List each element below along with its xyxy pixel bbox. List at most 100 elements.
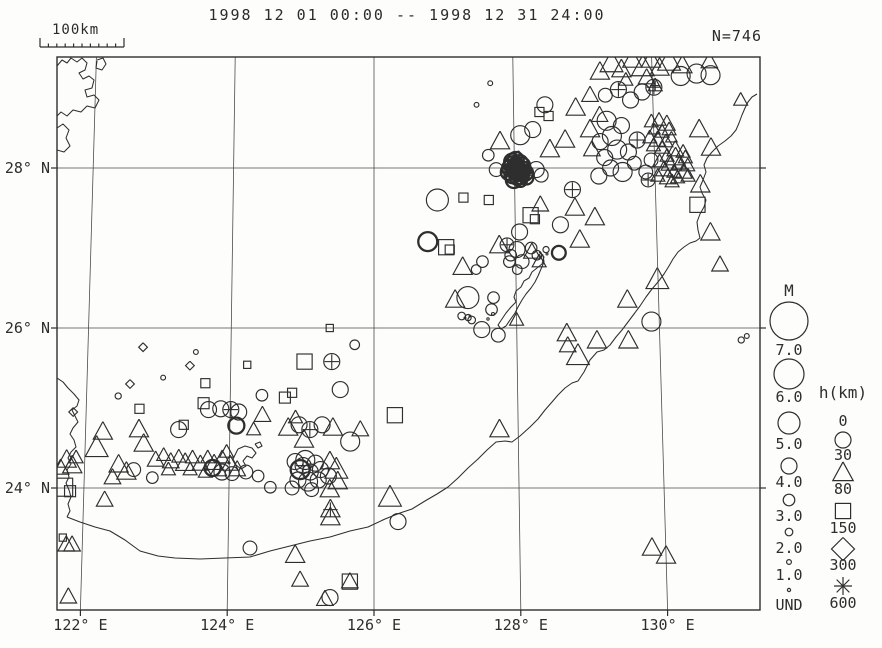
event-circle <box>590 167 608 185</box>
event-circle <box>476 255 489 268</box>
magnitude-legend-circle <box>773 358 805 390</box>
event-square <box>543 110 554 122</box>
event-square <box>438 239 455 256</box>
lon-label: 124° E <box>200 616 254 634</box>
event-triangle <box>84 435 110 458</box>
event-triangle <box>669 169 686 184</box>
event-square <box>243 360 252 369</box>
event-circle <box>284 480 300 496</box>
event-circle <box>160 374 167 381</box>
event-triangle <box>658 168 677 185</box>
event-square <box>325 323 334 333</box>
event-triangle <box>95 490 114 507</box>
event-circle <box>227 416 246 435</box>
event-circle <box>481 148 495 162</box>
event-triangle <box>671 156 688 170</box>
event-circle <box>510 223 529 241</box>
event-triangle <box>245 421 262 436</box>
event-diamond <box>137 342 149 353</box>
event-triangle <box>664 146 687 166</box>
event-cross-mark <box>295 458 311 473</box>
magnitude-legend-label: 6.0 <box>775 388 802 406</box>
event-circle <box>456 286 480 310</box>
event-triangle <box>522 242 542 259</box>
event-triangle <box>664 131 679 143</box>
event-triangle <box>287 409 304 424</box>
event-triangle <box>253 405 272 422</box>
event-triangle <box>155 447 172 461</box>
event-circle <box>349 339 361 351</box>
event-circle <box>551 216 569 234</box>
event-triangle <box>657 114 677 131</box>
event-circle <box>251 469 265 483</box>
event-triangle <box>582 140 602 157</box>
event-triangle <box>680 168 696 182</box>
magnitude-legend-label: UND <box>775 596 802 614</box>
event-cross-mark <box>302 422 318 437</box>
islet <box>545 252 549 256</box>
depth-legend-label: 80 <box>834 480 852 498</box>
map-frame <box>56 56 761 611</box>
event-triangle <box>315 589 335 606</box>
event-triangle <box>327 470 349 490</box>
event-circle <box>591 133 609 151</box>
event-circle <box>389 513 407 531</box>
magnitude-legend-circle <box>780 457 798 475</box>
event-circle <box>563 181 581 199</box>
event-triangle <box>616 289 638 308</box>
event-circle <box>643 152 659 168</box>
event-triangle <box>565 97 587 116</box>
event-triangle <box>489 130 511 150</box>
event-circle <box>626 155 642 171</box>
event-circle <box>700 65 721 86</box>
event-circle <box>596 149 614 167</box>
event-circle <box>621 91 640 109</box>
event-triangle <box>214 449 231 464</box>
lat-label: 28° N <box>5 159 50 177</box>
event-triangle <box>293 429 315 448</box>
depth-legend-square-symbol <box>834 502 852 520</box>
event-square <box>529 214 541 225</box>
taiwan-coastline <box>57 377 80 518</box>
event-triangle <box>508 312 525 326</box>
event-triangle <box>103 468 122 485</box>
event-triangle <box>589 61 611 80</box>
event-circle <box>242 540 258 556</box>
event-triangle <box>648 57 671 76</box>
event-circle <box>294 457 312 475</box>
event-triangle <box>674 162 693 179</box>
depth-legend-triangle-symbol <box>831 461 855 482</box>
map-interior <box>57 57 760 610</box>
depth-legend-asterisk-symbol <box>834 577 852 595</box>
depth-legend-label: 300 <box>829 556 856 574</box>
magnitude-legend-label: 4.0 <box>775 473 802 491</box>
event-circle <box>602 159 620 177</box>
event-triangle <box>580 85 600 102</box>
event-circle <box>670 65 691 87</box>
event-triangle <box>640 57 662 68</box>
magnitude-legend-label: 2.0 <box>775 539 802 557</box>
event-circle <box>596 110 617 131</box>
event-circle <box>470 264 482 275</box>
event-triangle <box>649 168 666 182</box>
event-triangle <box>655 545 677 564</box>
event-square <box>296 353 313 370</box>
event-triangle <box>444 289 466 308</box>
event-triangle <box>539 138 561 158</box>
event-circle <box>199 401 218 419</box>
event-circle <box>222 401 240 419</box>
event-triangle <box>556 322 578 342</box>
event-triangle <box>569 229 591 248</box>
event-diamond <box>124 379 136 390</box>
epicenter-symbols <box>57 57 750 607</box>
event-circle <box>645 78 663 96</box>
event-triangle <box>68 449 85 464</box>
depth-legend-title: h(km) <box>819 383 867 402</box>
event-circle <box>524 121 542 139</box>
event-circle <box>510 125 531 146</box>
event-circle <box>417 230 439 253</box>
event-triangle <box>128 418 150 438</box>
magnitude-legend-circle <box>786 587 792 593</box>
event-triangle <box>699 222 721 241</box>
event-count-label: N=746 <box>711 27 762 45</box>
